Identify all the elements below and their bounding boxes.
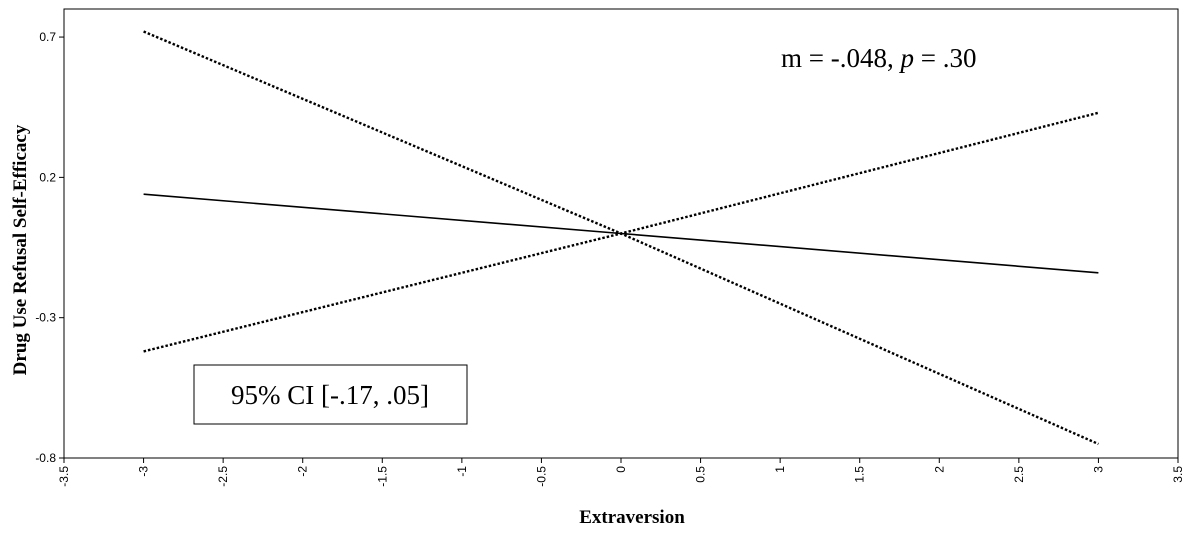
x-tick-label: 0 — [614, 466, 628, 473]
y-tick-label: -0.3 — [35, 311, 56, 325]
x-axis-title: Extraversion — [579, 507, 685, 528]
ci-annotation: 95% CI [-.17, .05] — [231, 380, 429, 410]
slope-annotation-prefix: m = -.048, — [781, 43, 900, 73]
x-tick-label: -1 — [455, 466, 469, 477]
x-tick-label: 1 — [773, 466, 787, 473]
x-tick-label: -3.5 — [57, 466, 71, 487]
y-axis-title: Drug Use Refusal Self-Efficacy — [10, 124, 31, 375]
y-tick-label: 0.7 — [39, 30, 56, 44]
x-tick-label: -2 — [296, 466, 310, 477]
y-tick-label: 0.2 — [39, 170, 56, 184]
slope-annotation: m = -.048, p = .30 — [781, 43, 976, 73]
x-tick-label: -1.5 — [375, 466, 389, 487]
x-tick-label: 2 — [932, 466, 946, 473]
slope-annotation-p: p — [898, 43, 914, 73]
x-tick-label: 3.5 — [1171, 466, 1183, 483]
slope-annotation-suffix: = .30 — [914, 43, 976, 73]
y-tick-label: -0.8 — [35, 451, 56, 465]
x-tick-label: -2.5 — [216, 466, 230, 487]
x-tick-label: 1.5 — [853, 466, 867, 483]
confidence-bound-line-2 — [143, 111, 1099, 353]
x-tick-label: 0.5 — [694, 466, 708, 483]
x-tick-label: -0.5 — [534, 466, 548, 487]
x-tick-label: 3 — [1091, 466, 1105, 473]
x-tick-label: 2.5 — [1012, 466, 1026, 483]
x-tick-label: -3 — [137, 466, 151, 477]
ci-annotation-box — [193, 364, 468, 425]
